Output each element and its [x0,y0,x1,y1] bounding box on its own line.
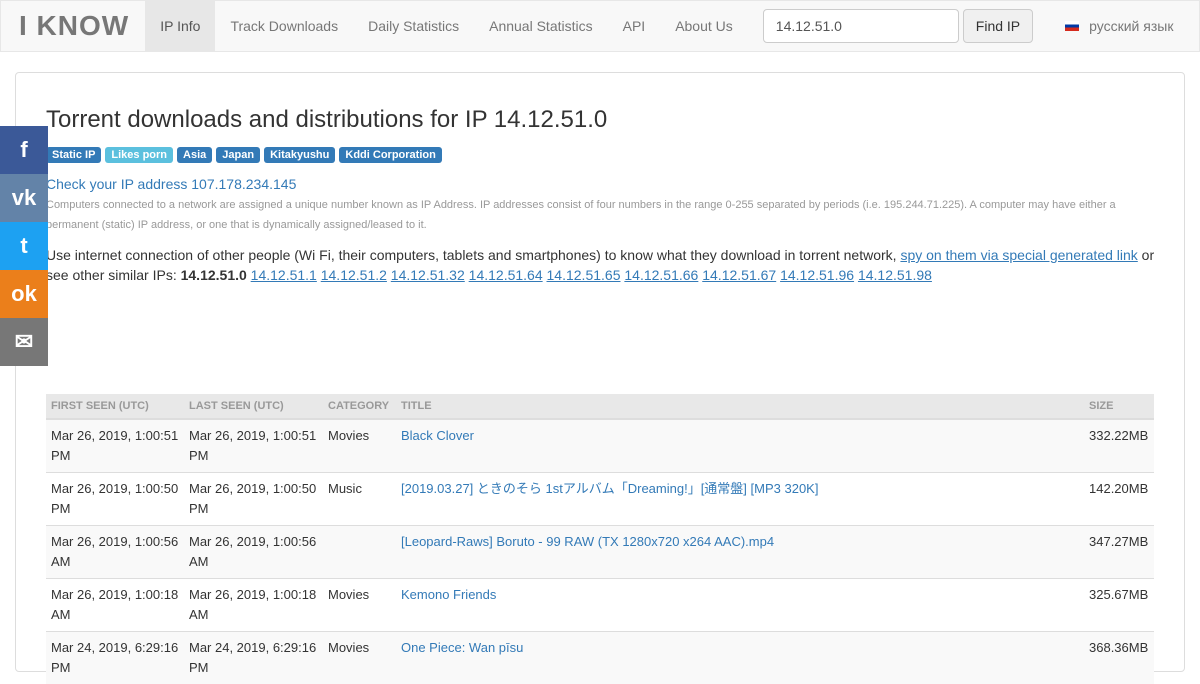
vk-share-button[interactable]: vk [0,174,48,222]
language-label: русский язык [1089,18,1173,34]
similar-ip-link[interactable]: 14.12.51.32 [391,267,465,283]
nav-item-daily-statistics[interactable]: Daily Statistics [353,1,474,51]
cell: 142.20MB [1084,473,1154,526]
cell: Mar 26, 2019, 1:00:18 AM [184,579,323,632]
cell: Mar 26, 2019, 1:00:50 PM [46,473,184,526]
cell: Mar 26, 2019, 1:00:56 AM [184,526,323,579]
column-header[interactable]: TITLE [396,394,1084,419]
cell: Movies [323,579,396,632]
odnoklassniki-share-button[interactable]: ok [0,270,48,318]
facebook-icon: f [20,137,27,163]
badge: Likes porn [105,147,173,163]
cell: Music [323,473,396,526]
check-ip-link[interactable]: Check your IP address 107.178.234.145 [46,176,296,192]
nav-item-track-downloads[interactable]: Track Downloads [215,1,353,51]
nav-item-ip-info[interactable]: IP Info [145,1,215,51]
russian-flag-icon [1065,21,1079,31]
twitter-icon: t [20,233,27,259]
cell [323,526,396,579]
language-switch[interactable]: русский язык [1065,18,1173,34]
ip-search-input[interactable] [763,9,959,43]
badge: Asia [177,147,212,163]
title-link[interactable]: [Leopard-Raws] Boruto - 99 RAW (TX 1280x… [401,534,774,549]
title-link[interactable]: Black Clover [401,428,474,443]
spy-link[interactable]: spy on them via special generated link [900,247,1137,263]
vk-icon: vk [12,185,36,211]
usage-text: Use internet connection of other people … [46,247,900,263]
cell: 368.36MB [1084,632,1154,684]
find-ip-button[interactable]: Find IP [963,9,1033,43]
cell: [2019.03.27] ときのそら 1stアルバム「Dreaming!」[通常… [396,473,1084,526]
column-header[interactable]: SIZE [1084,394,1154,419]
usage-paragraph: Use internet connection of other people … [46,245,1156,285]
current-ip: 14.12.51.0 [181,267,247,283]
cell: Movies [323,632,396,684]
title-link[interactable]: [2019.03.27] ときのそら 1stアルバム「Dreaming!」[通常… [401,481,818,496]
email-share-button[interactable]: ✉ [0,318,48,366]
similar-ip-link[interactable]: 14.12.51.1 [251,267,317,283]
nav-item-api[interactable]: API [608,1,661,51]
cell: One Piece: Wan pīsu [396,632,1084,684]
nav-item-annual-statistics[interactable]: Annual Statistics [474,1,608,51]
cell: Mar 26, 2019, 1:00:51 PM [46,419,184,473]
cell: Black Clover [396,419,1084,473]
social-share-bar: f vk t ok ✉ [0,126,48,366]
badge: Static IP [46,147,101,163]
column-header[interactable]: CATEGORY [323,394,396,419]
similar-ip-link[interactable]: 14.12.51.2 [321,267,387,283]
nav-item-about-us[interactable]: About Us [660,1,748,51]
cell: 325.67MB [1084,579,1154,632]
similar-ip-link[interactable]: 14.12.51.98 [858,267,932,283]
cell: [Leopard-Raws] Boruto - 99 RAW (TX 1280x… [396,526,1084,579]
cell: Movies [323,419,396,473]
cell: 332.22MB [1084,419,1154,473]
logo[interactable]: I KNOW [1,10,145,42]
title-link[interactable]: One Piece: Wan pīsu [401,640,523,655]
column-header[interactable]: FIRST SEEN (UTC) [46,394,184,419]
cell: Mar 26, 2019, 1:00:51 PM [184,419,323,473]
cell: Mar 24, 2019, 6:29:16 PM [46,632,184,684]
badge: Japan [216,147,260,163]
similar-ip-link[interactable]: 14.12.51.65 [547,267,621,283]
cell: Mar 26, 2019, 1:00:18 AM [46,579,184,632]
cell: Mar 24, 2019, 6:29:16 PM [184,632,323,684]
odnoklassniki-icon: ok [11,281,37,307]
email-icon: ✉ [15,329,33,355]
twitter-share-button[interactable]: t [0,222,48,270]
similar-ip-link[interactable]: 14.12.51.67 [702,267,776,283]
similar-ip-link[interactable]: 14.12.51.64 [469,267,543,283]
cell: 347.27MB [1084,526,1154,579]
column-header[interactable]: LAST SEEN (UTC) [184,394,323,419]
title-link[interactable]: Kemono Friends [401,587,496,602]
cell: Mar 26, 2019, 1:00:56 AM [46,526,184,579]
facebook-share-button[interactable]: f [0,126,48,174]
badge: Kitakyushu [264,147,335,163]
similar-ip-link[interactable]: 14.12.51.66 [624,267,698,283]
badge: Kddi Corporation [339,147,441,163]
similar-ip-link[interactable]: 14.12.51.96 [780,267,854,283]
cell: Kemono Friends [396,579,1084,632]
page-title: Torrent downloads and distributions for … [46,106,607,134]
ip-explanation: Computers connected to a network are ass… [46,195,1156,235]
cell: Mar 26, 2019, 1:00:50 PM [184,473,323,526]
